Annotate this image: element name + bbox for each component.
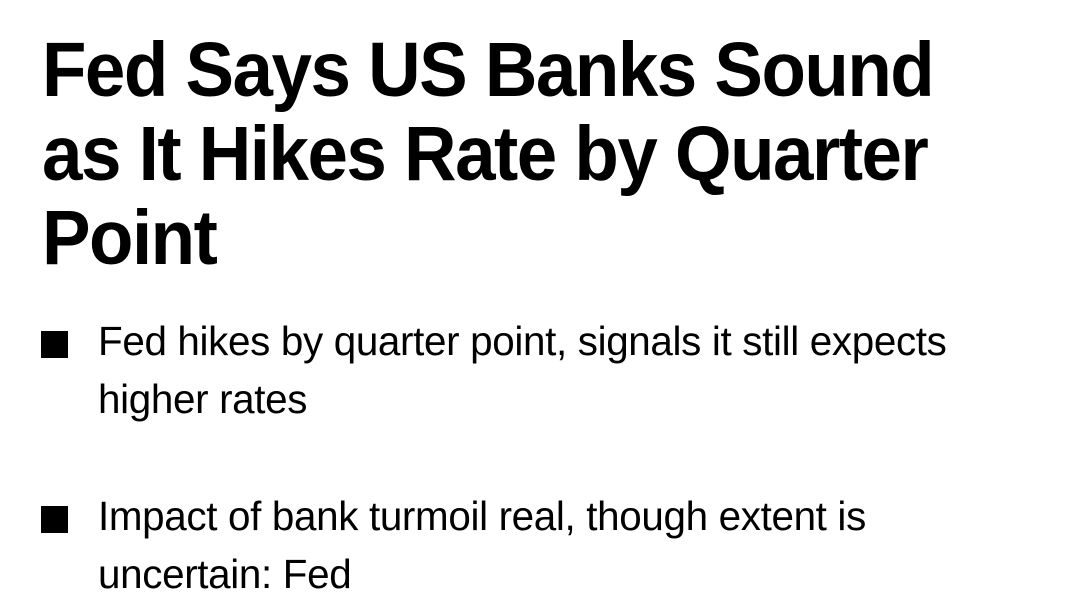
- summary-item-text: Fed hikes by quarter point, signals it s…: [98, 318, 947, 422]
- square-bullet-icon: [41, 506, 68, 533]
- square-bullet-icon: [41, 331, 68, 358]
- page-title: Fed Says US Banks Sound as It Hikes Rate…: [42, 27, 952, 281]
- news-article: Fed Says US Banks Sound as It Hikes Rate…: [41, 27, 952, 597]
- list-item: Fed hikes by quarter point, signals it s…: [40, 312, 1040, 428]
- list-item: Impact of bank turmoil real, though exte…: [40, 487, 1040, 603]
- article-summary-list: Fed hikes by quarter point, signals it s…: [40, 312, 1040, 603]
- summary-item-text: Impact of bank turmoil real, though exte…: [98, 493, 866, 597]
